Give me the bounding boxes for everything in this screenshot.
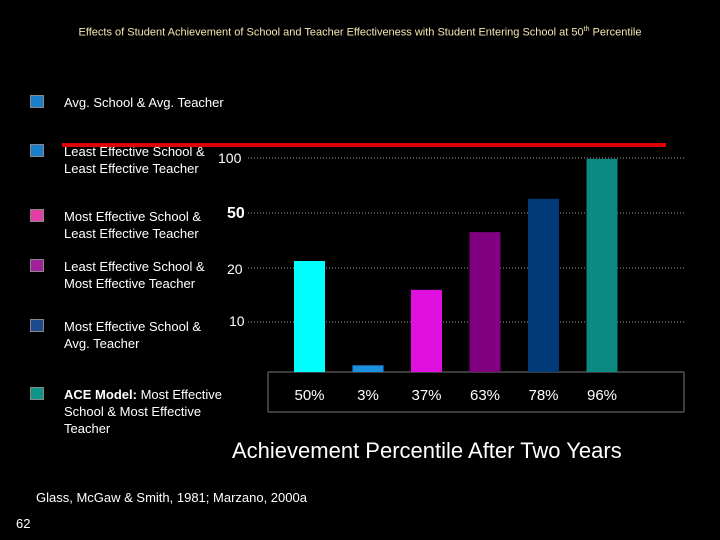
ref-label-20: 20 (227, 261, 243, 277)
x-tick-label: 3% (357, 387, 379, 404)
ref-label-100: 100 (218, 150, 242, 166)
legend-label-bold: ACE Model: (64, 387, 137, 402)
legend-label: Least Effective School & Most Effective … (64, 259, 205, 291)
chart-title: Effects of Student Achievement of School… (78, 26, 642, 39)
bar (586, 158, 618, 372)
legend-swatch (30, 387, 44, 400)
bar (411, 289, 442, 372)
legend-label: Least Effective School & Least Effective… (64, 144, 205, 176)
legend-swatch (30, 319, 44, 332)
legend-swatch (30, 144, 44, 157)
citation: Glass, McGaw & Smith, 1981; Marzano, 200… (36, 490, 307, 505)
legend-label: Most Effective School & Least Effective … (64, 209, 202, 241)
legend-swatch (30, 259, 44, 272)
x-tick-label: 96% (587, 387, 617, 404)
x-tick-label: 63% (470, 387, 500, 404)
legend-label: Most Effective School & Avg. Teacher (64, 319, 202, 351)
slide-number: 62 (16, 516, 31, 531)
bar (528, 198, 559, 372)
bar (294, 261, 325, 372)
ref-label-50: 50 (227, 205, 245, 222)
x-tick-label: 37% (411, 387, 441, 404)
x-tick-label: 50% (294, 387, 324, 404)
x-axis-title: Achievement Percentile After Two Years (232, 438, 622, 463)
ref-label-10: 10 (229, 313, 245, 329)
legend-label: ACE Model: Most Effective School & Most … (64, 387, 222, 436)
bar (469, 232, 501, 372)
x-tick-label: 78% (528, 387, 558, 404)
legend-swatch (30, 209, 44, 222)
legend-label: Avg. School & Avg. Teacher (64, 95, 224, 110)
legend-swatch (30, 95, 44, 108)
bar (352, 365, 384, 372)
